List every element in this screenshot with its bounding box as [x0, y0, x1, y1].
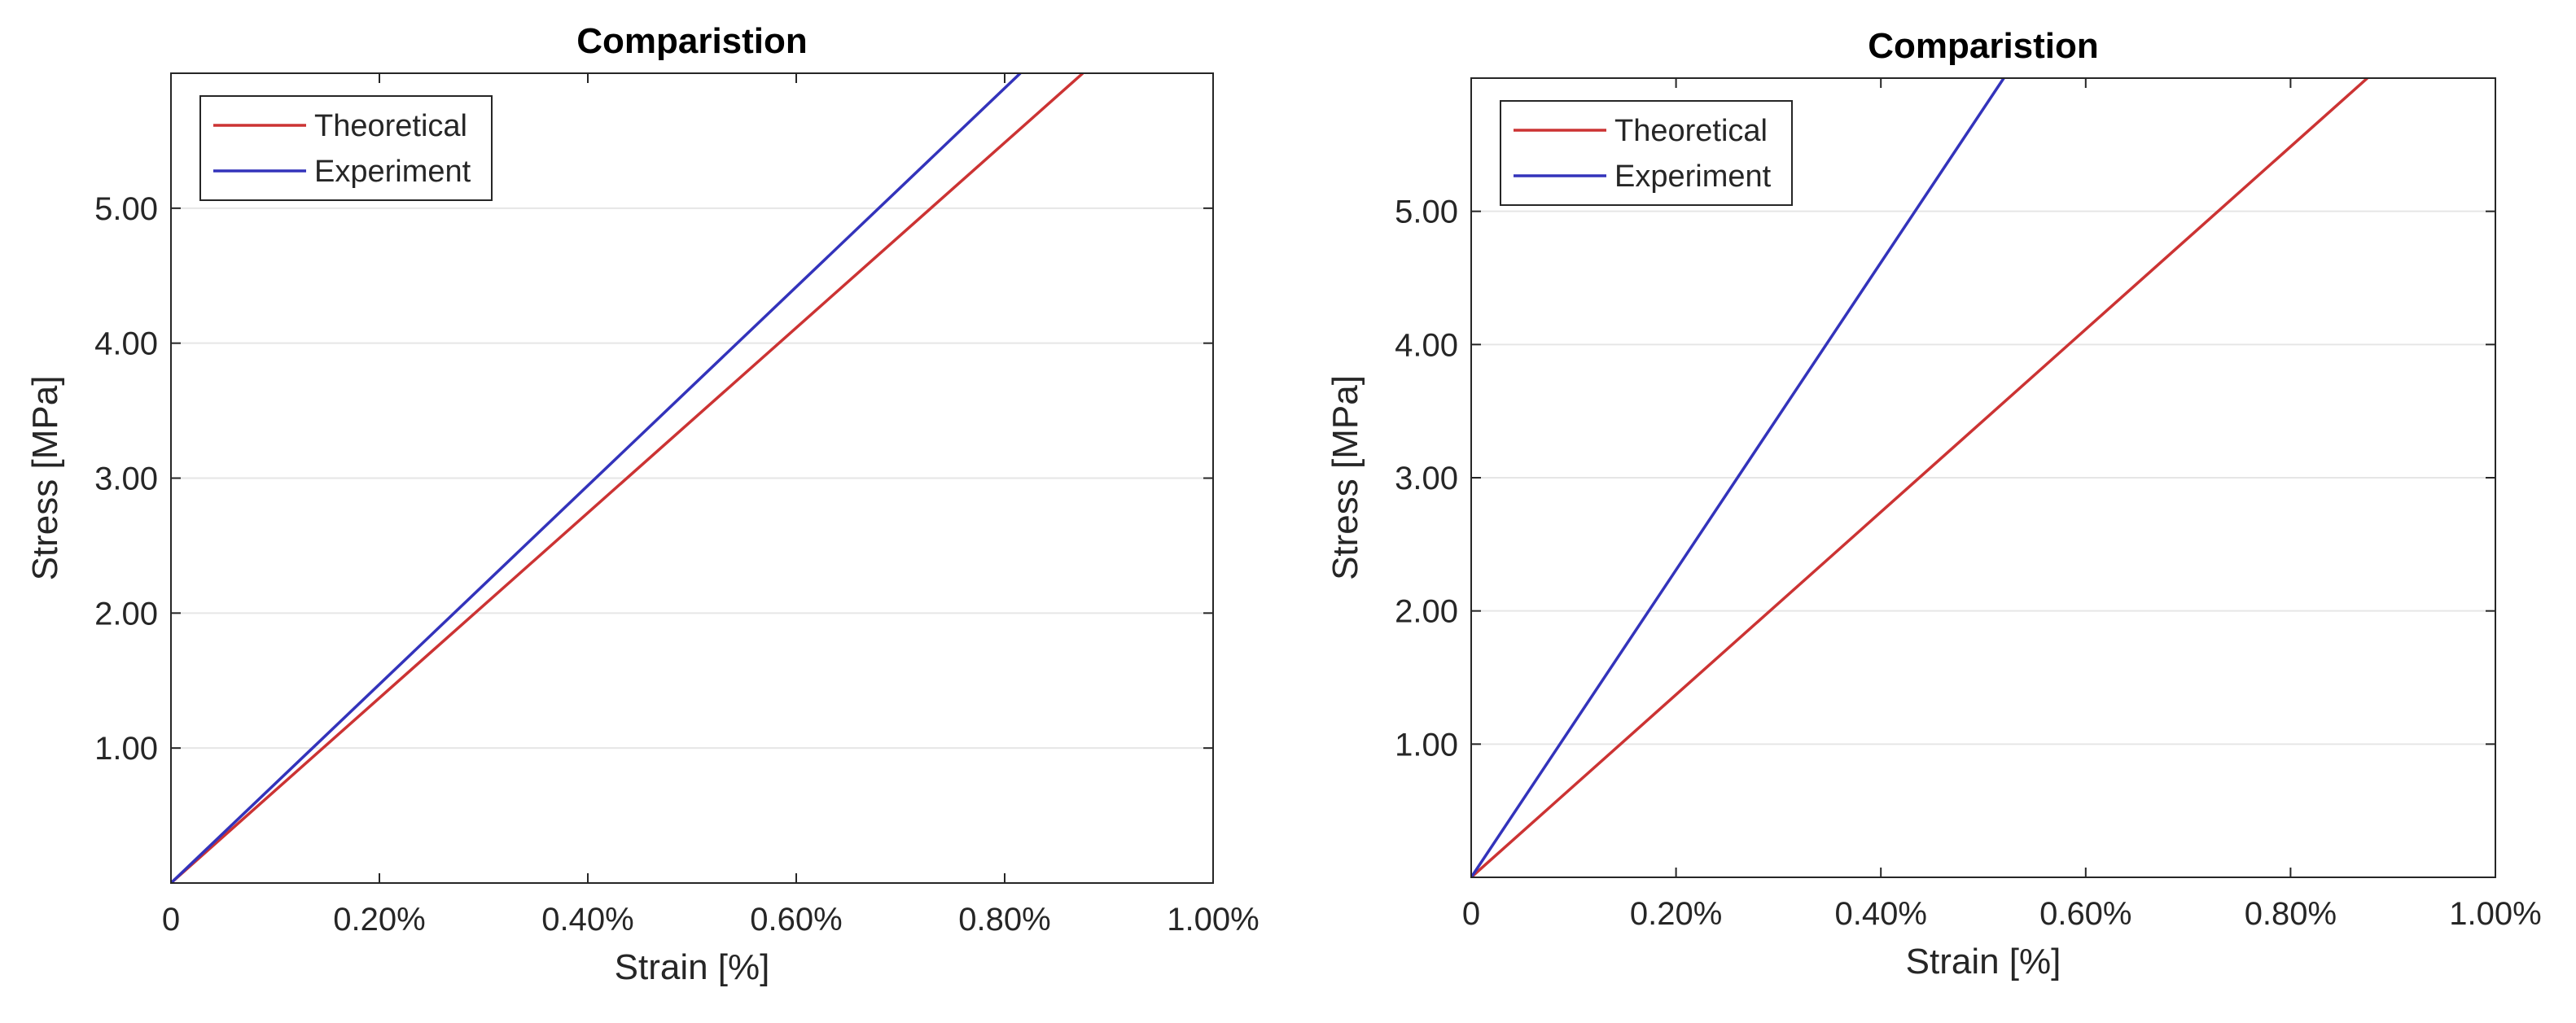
x-tick-label: 0 — [1462, 896, 1480, 932]
legend-label-theoretical: Theoretical — [314, 109, 467, 143]
y-tick-label: 1.00 — [1395, 727, 1458, 763]
legend-label-experiment: Experiment — [1614, 160, 1772, 194]
x-tick-label: 0.20% — [333, 902, 425, 938]
series-line-experiment — [171, 73, 1022, 883]
y-tick-label: 5.00 — [94, 191, 158, 227]
x-tick-label: 0.60% — [750, 902, 842, 938]
y-tick-label: 1.00 — [94, 731, 158, 767]
chart-2: 0 0.20% 0.40% 0.60% 0.80% 1.00% 1.00 2.00 3.00 4.… — [1325, 26, 2542, 981]
chart-title: Comparistion — [576, 21, 808, 61]
legend-label-theoretical: Theoretical — [1614, 114, 1768, 148]
x-axis-label: Strain [%] — [1906, 942, 2061, 981]
x-axis-label: Strain [%] — [615, 947, 770, 987]
y-tick-label: 4.00 — [1395, 327, 1458, 363]
legend: Theoretical Experiment — [1500, 100, 1793, 206]
series-line-theoretical — [171, 73, 1084, 883]
x-tick-label: 0.40% — [1834, 896, 1926, 932]
y-tick-label: 4.00 — [94, 326, 158, 362]
legend: Theoretical Experiment — [199, 95, 493, 201]
legend-box — [199, 95, 493, 201]
x-tick-label: 0.60% — [2039, 896, 2131, 932]
y-tick-label: 2.00 — [1395, 594, 1458, 630]
legend-box — [1500, 100, 1793, 206]
series-line-experiment — [1471, 78, 2005, 877]
y-tick-label: 3.00 — [94, 461, 158, 497]
chart-1: 0 0.20% 0.40% 0.60% 0.80% 1.00% 1.00 2.00 3.00 4.… — [25, 21, 1260, 987]
y-tick-label: 5.00 — [1395, 195, 1458, 230]
x-tick-label: 0.40% — [541, 902, 633, 938]
x-tick-label: 0 — [162, 902, 180, 938]
x-tick-label: 0.20% — [1630, 896, 1722, 932]
x-tick-label: 0.80% — [958, 902, 1050, 938]
x-tick-label: 1.00% — [1167, 902, 1259, 938]
x-tick-label: 0.80% — [2245, 896, 2337, 932]
y-axis-label: Stress [MPa] — [1325, 375, 1365, 580]
y-tick-label: 3.00 — [1395, 461, 1458, 496]
y-tick-label: 2.00 — [94, 596, 158, 632]
x-tick-label: 1.00% — [2449, 896, 2541, 932]
chart-title: Comparistion — [1868, 26, 2099, 66]
series-line-theoretical — [1471, 78, 2368, 877]
legend-label-experiment: Experiment — [314, 155, 471, 189]
y-axis-label: Stress [MPa] — [25, 376, 65, 581]
